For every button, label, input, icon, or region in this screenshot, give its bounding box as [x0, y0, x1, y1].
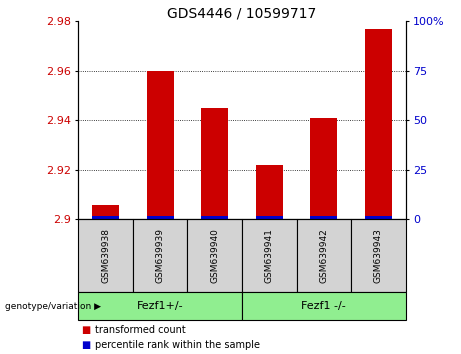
Bar — [365, 29, 392, 219]
Text: GSM639940: GSM639940 — [210, 228, 219, 283]
Text: ■: ■ — [81, 325, 90, 335]
Text: Fezf1 -/-: Fezf1 -/- — [301, 301, 346, 311]
Bar — [92, 205, 119, 219]
Text: Fezf1+/-: Fezf1+/- — [137, 301, 183, 311]
Bar — [92, 216, 119, 219]
Bar — [78, 292, 242, 320]
Text: GSM639942: GSM639942 — [319, 228, 328, 283]
Bar — [147, 71, 174, 219]
Bar — [78, 219, 133, 292]
Bar — [310, 216, 337, 219]
Bar — [365, 216, 392, 219]
Text: GSM639943: GSM639943 — [374, 228, 383, 283]
Text: genotype/variation ▶: genotype/variation ▶ — [5, 302, 100, 311]
Bar — [310, 118, 337, 219]
Text: GSM639941: GSM639941 — [265, 228, 274, 283]
Bar — [242, 219, 296, 292]
Text: ■: ■ — [81, 340, 90, 350]
Bar — [147, 216, 174, 219]
Text: GSM639939: GSM639939 — [156, 228, 165, 283]
Bar — [256, 165, 283, 219]
Bar — [351, 219, 406, 292]
Bar — [256, 216, 283, 219]
Text: GSM639938: GSM639938 — [101, 228, 110, 283]
Bar — [133, 219, 188, 292]
Bar — [188, 219, 242, 292]
Title: GDS4446 / 10599717: GDS4446 / 10599717 — [167, 6, 317, 20]
Bar — [296, 219, 351, 292]
Bar — [242, 292, 406, 320]
Text: transformed count: transformed count — [95, 325, 185, 335]
Bar — [201, 216, 228, 219]
Bar — [201, 108, 228, 219]
Text: percentile rank within the sample: percentile rank within the sample — [95, 340, 260, 350]
